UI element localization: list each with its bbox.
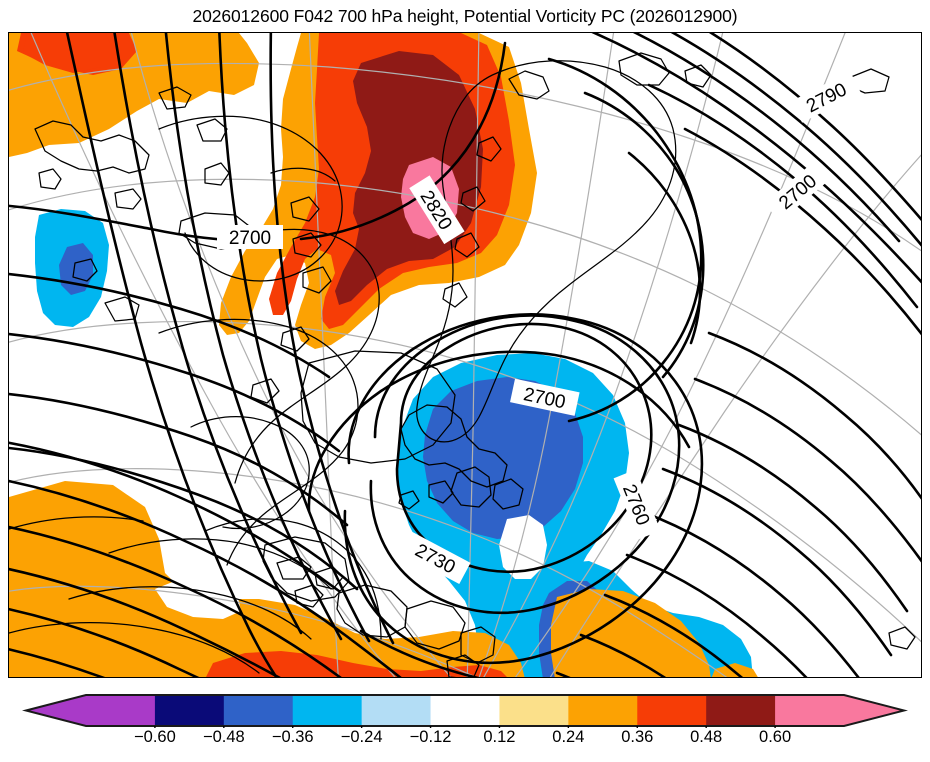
colorbar-band-10 xyxy=(775,695,845,726)
contour-label-text: 2760 xyxy=(618,481,653,528)
colorbar-band-8 xyxy=(637,695,707,726)
colorbar-tick-labels: −0.60 −0.48 −0.36 −0.24 −0.12 0.12 0.24 0.36 0.4… xyxy=(0,728,930,754)
colorbar-tick-label: 0.24 xyxy=(552,728,585,746)
pv-band-positive-pocket xyxy=(23,33,113,73)
colorbar-under-arrow xyxy=(26,695,86,726)
colorbar-tick-label: 0.48 xyxy=(690,728,723,746)
colorbar-tick-label: 0.12 xyxy=(483,728,516,746)
pv-band-positive-orange-tiny xyxy=(711,663,758,677)
pv-band-positive-red-sw xyxy=(206,651,507,677)
colorbar-svg xyxy=(22,694,908,728)
colorbar-band-2 xyxy=(223,695,294,726)
contour-label-2700-left: 2700 xyxy=(217,225,283,249)
colorbar-tick-label: −0.12 xyxy=(409,728,452,746)
colorbar-band-6 xyxy=(499,695,569,726)
colorbar-band-3 xyxy=(292,695,363,726)
colorbar-band-9 xyxy=(706,695,776,726)
colorbar-band-4 xyxy=(361,695,432,726)
page-title: 2026012600 F042 700 hPa height, Potentia… xyxy=(192,6,738,26)
colorbar-over-arrow xyxy=(844,695,904,726)
map-plot-area: 2700 2790 2700 2820 xyxy=(8,32,922,678)
contour-label-text: 2700 xyxy=(229,228,271,249)
colorbar-tick-label: −0.60 xyxy=(134,728,176,746)
colorbar-ticks xyxy=(154,726,776,728)
contour-label-2760: 2760 xyxy=(613,469,661,540)
colorbar-band-5 xyxy=(430,695,500,726)
colorbar: −0.60 −0.48 −0.36 −0.24 −0.12 0.12 0.24 0.36 0.4… xyxy=(0,694,930,756)
colorbar-band-0 xyxy=(86,695,156,726)
colorbar-tick-label: −0.48 xyxy=(202,728,245,746)
graticule-layer xyxy=(9,33,921,677)
map-canvas: 2700 2790 2700 2820 xyxy=(9,33,921,677)
height-contour-layer xyxy=(9,33,921,677)
pv-hole-white xyxy=(499,515,547,579)
colorbar-band-1 xyxy=(154,695,225,726)
pv-band-positive-orange-sw2 xyxy=(551,589,711,677)
pv-band-positive-orange-sw xyxy=(9,481,525,677)
pv-shading-layer xyxy=(9,33,758,677)
colorbar-tick-label: −0.36 xyxy=(271,728,314,746)
colorbar-tick-label: 0.60 xyxy=(759,728,792,746)
colorbar-outline xyxy=(22,694,908,727)
colorbar-tick-label: −0.24 xyxy=(340,728,383,746)
colorbar-band-7 xyxy=(568,695,638,726)
colorbar-tick-label: 0.36 xyxy=(621,728,654,746)
pv-band-negative-blue-core xyxy=(423,377,583,539)
colorbar-bands xyxy=(26,695,904,726)
